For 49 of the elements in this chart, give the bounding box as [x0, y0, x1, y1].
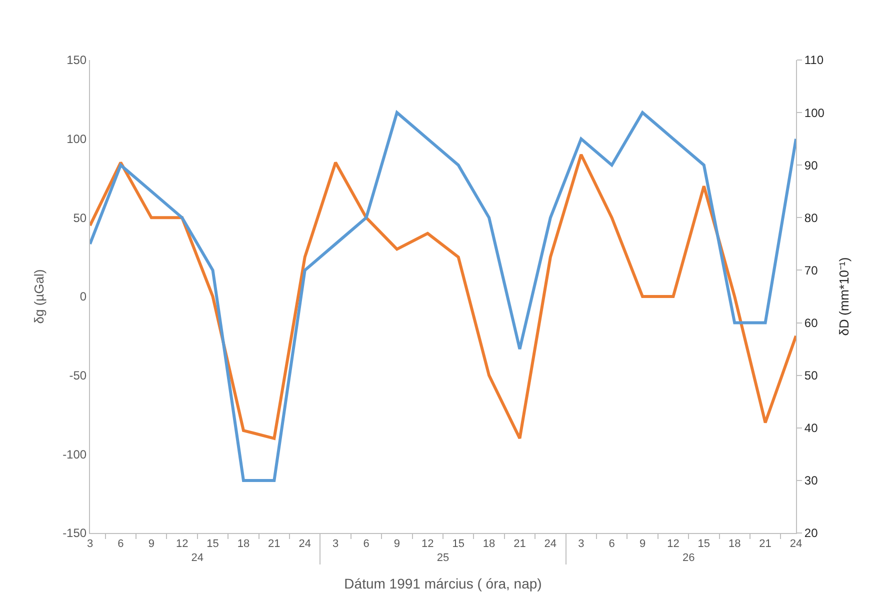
y2-tick-label: 90: [804, 158, 818, 172]
x-tick-label: 15: [698, 538, 710, 550]
x-tick-label: 18: [237, 538, 250, 550]
x-tick-label: 24: [790, 538, 802, 550]
x-tick-label: 12: [667, 538, 680, 550]
line-series: [90, 153, 796, 440]
x-tick-label: 6: [608, 538, 615, 550]
x-tick-label: 9: [148, 538, 154, 550]
x-tick-label: 6: [118, 538, 124, 550]
y-tick-label: 0: [80, 290, 87, 304]
y-tick-label: -100: [62, 447, 87, 462]
x-tick-label: 6: [363, 538, 370, 550]
x-tick-label: 21: [514, 538, 526, 550]
y2-tick-label: 60: [804, 316, 818, 330]
x-tick-label: 18: [482, 538, 496, 550]
x-tick-label: 9: [394, 538, 400, 550]
y2-tick-label: 30: [804, 474, 818, 488]
x-axis-title: Dátum 1991 március ( óra, nap): [344, 576, 542, 592]
x-tick-label: 9: [639, 538, 646, 550]
y-tick-label: 50: [73, 210, 87, 225]
x-tick-label: 12: [422, 538, 434, 550]
x-tick-label: 12: [176, 538, 188, 550]
y2-axis-title: δD (mm*10⁻¹): [836, 257, 852, 336]
x-tick-label: 24: [544, 538, 557, 550]
y2-tick-label: 80: [804, 210, 818, 225]
x-tick-label: 3: [86, 538, 94, 550]
x-tick-label: 24: [298, 538, 311, 550]
text: 24: [191, 552, 204, 564]
y2-tick-label: 110: [804, 53, 824, 68]
x-tick-label: 3: [332, 538, 339, 550]
y-tick-label: -50: [69, 368, 87, 383]
x-tick-label: 21: [268, 538, 280, 550]
y-tick-label: 100: [66, 132, 87, 146]
y-tick-label: 150: [66, 53, 87, 68]
y2-tick-label: 20: [804, 526, 818, 540]
x-tick-label: 15: [452, 538, 464, 550]
y-tick-label: -150: [62, 526, 87, 540]
text: 26: [682, 552, 695, 564]
x-tick-label: 18: [728, 538, 741, 550]
y2-tick-label: 70: [804, 263, 818, 278]
text: 25: [436, 552, 450, 564]
x-tick-label: 21: [759, 538, 772, 550]
y-axis-title: δg (µGal): [32, 269, 47, 324]
y2-tick-label: 100: [804, 106, 825, 120]
x-tick-label: 3: [578, 538, 584, 550]
y2-tick-label: 50: [804, 368, 818, 383]
x-tick-label: 15: [206, 538, 219, 550]
line-series: [90, 111, 796, 482]
y2-tick-label: 40: [804, 421, 818, 436]
